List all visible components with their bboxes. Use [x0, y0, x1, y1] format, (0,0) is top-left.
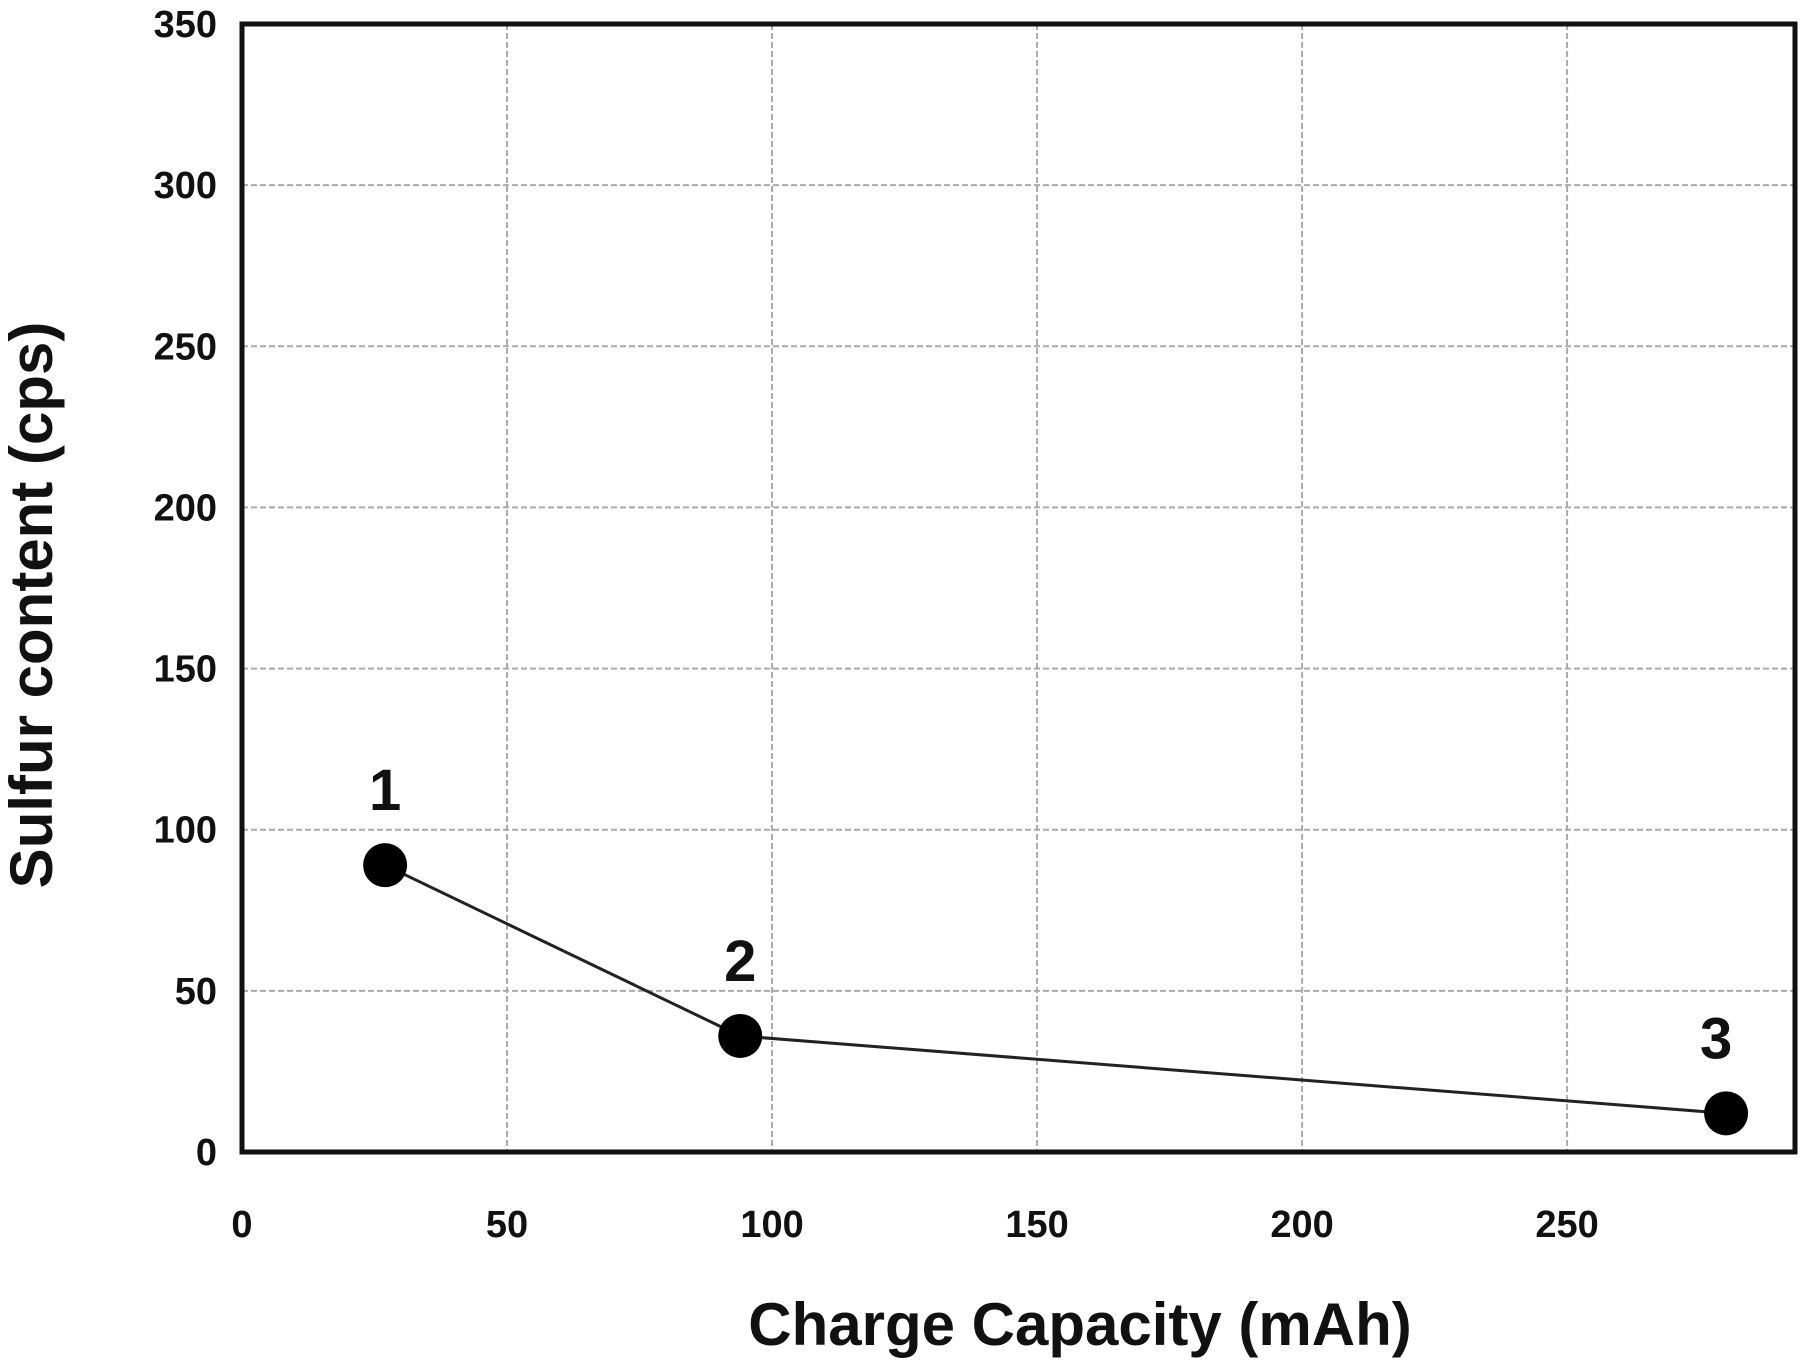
- x-tick-labels: 0 50 100 150 200 250: [231, 1204, 1598, 1246]
- x-tick-label: 50: [486, 1204, 528, 1246]
- series-line: [384, 863, 1727, 1115]
- y-tick-label: 150: [154, 649, 217, 691]
- y-tick-label: 250: [154, 326, 217, 368]
- y-tick-label: 200: [154, 487, 217, 529]
- y-tick-label: 0: [196, 1132, 217, 1174]
- y-tick-label: 100: [154, 810, 217, 852]
- grid-lines: [242, 24, 1795, 1152]
- x-tick-label: 100: [740, 1204, 803, 1246]
- x-tick-label: 150: [1005, 1204, 1068, 1246]
- y-axis-label: Sulfur content (cps): [0, 322, 65, 889]
- x-tick-label: 250: [1535, 1204, 1598, 1246]
- data-point-label: 3: [1700, 1006, 1732, 1071]
- data-points: 1 2 3: [363, 758, 1749, 1136]
- plot-frame: [239, 21, 1798, 1155]
- y-tick-labels: 0 50 100 150 200 250 300 350: [154, 4, 217, 1174]
- data-point-label: 1: [369, 758, 401, 823]
- y-tick-label: 50: [175, 971, 217, 1013]
- y-tick-label: 350: [154, 4, 217, 46]
- data-point-marker: [1704, 1091, 1749, 1136]
- y-tick-label: 300: [154, 165, 217, 207]
- data-point-marker: [363, 843, 408, 888]
- data-point-label: 2: [724, 929, 756, 994]
- x-tick-label: 200: [1270, 1204, 1333, 1246]
- x-axis-label: Charge Capacity (mAh): [748, 1291, 1411, 1358]
- data-point-marker: [718, 1013, 763, 1058]
- x-tick-label: 0: [231, 1204, 252, 1246]
